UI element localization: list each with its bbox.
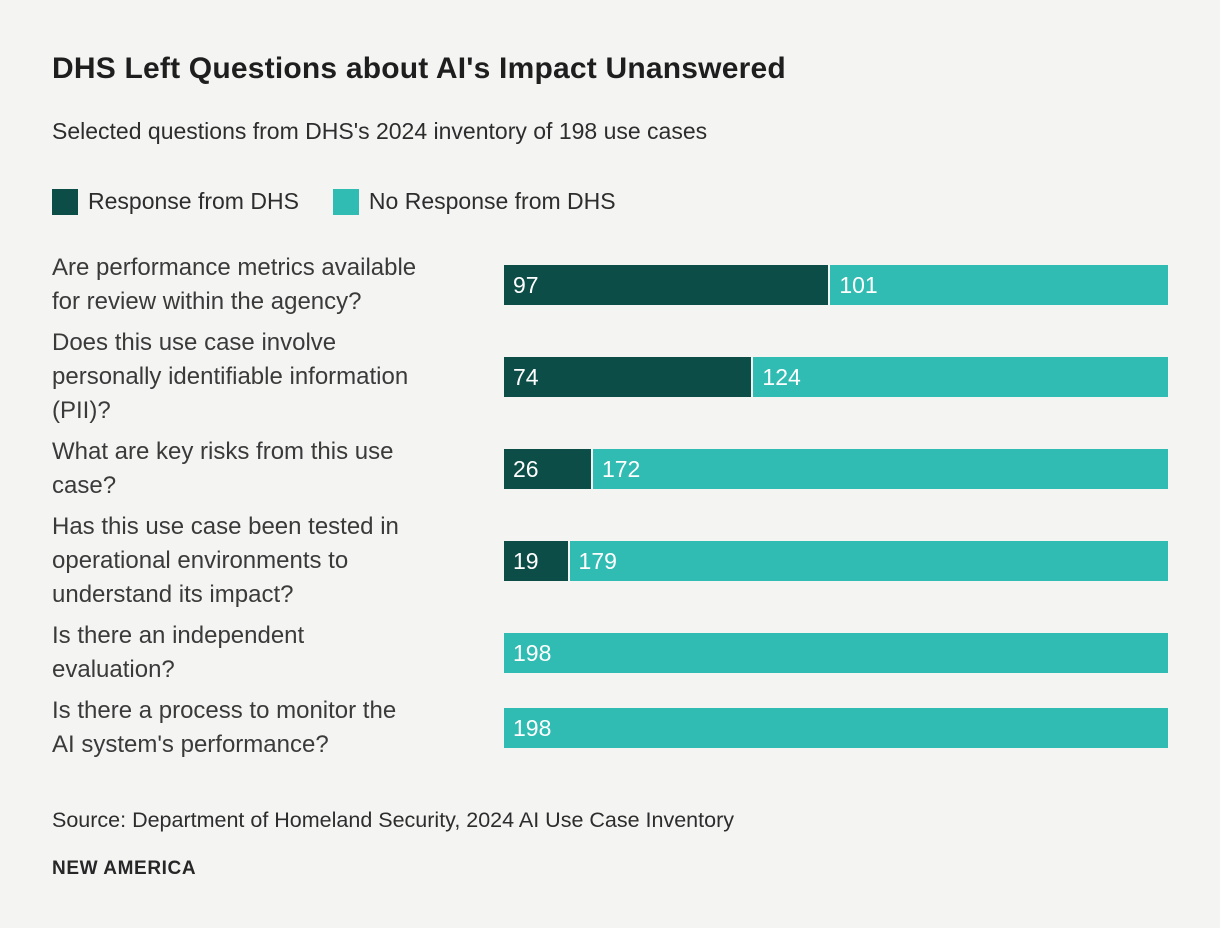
question-label: What are key risks from this use case? <box>52 438 394 499</box>
bar-track: 19 179 <box>504 541 1168 581</box>
question-label: Has this use case been tested in operati… <box>52 513 399 608</box>
bar-track: 97 101 <box>504 265 1168 305</box>
bar-value-label: 97 <box>513 271 539 298</box>
bar-segment-no-response: 179 <box>569 541 1168 581</box>
bar-value-label: 172 <box>601 455 641 482</box>
brand-logo: NEW AMERICA <box>52 858 197 879</box>
bar-track: 26 172 <box>504 449 1168 489</box>
bar-segment-response: 74 <box>504 357 752 397</box>
bar-segment-no-response: 198 <box>504 708 1168 748</box>
bar-track: 74 124 <box>504 357 1168 397</box>
chart-row: Has this use case been tested in operati… <box>52 510 1168 612</box>
chart-row: Are performance metrics available for re… <box>52 251 1168 319</box>
bar-value-label: 198 <box>513 714 552 741</box>
bar-track: 198 <box>504 633 1168 673</box>
bar-value-label: 179 <box>578 547 617 574</box>
bar-segment-response: 97 <box>504 265 829 305</box>
bar-track: 198 <box>504 708 1168 748</box>
bar-value-label: 198 <box>513 639 552 666</box>
bar-segment-no-response: 124 <box>753 357 1168 397</box>
bar-segment-response: 19 <box>504 541 568 581</box>
legend-label: No Response from DHS <box>368 188 616 214</box>
chart-row: What are key risks from this use case? 26… <box>52 435 1168 503</box>
bar-segment-response: 26 <box>504 449 591 489</box>
question-label: Does this use case involve personally id… <box>52 329 409 424</box>
source-note: Source: Department of Homeland Security,… <box>52 808 734 832</box>
bar-value-label: 26 <box>513 455 539 482</box>
bar-chart: Are performance metrics available for re… <box>52 251 1168 762</box>
question-label: Is there an independent evaluation? <box>52 622 305 683</box>
chart-row: Does this use case involve personally id… <box>52 326 1168 428</box>
chart-row: Is there an independent evaluation? 198 <box>52 619 1168 687</box>
legend-swatch-icon <box>332 188 359 215</box>
bar-segment-no-response: 198 <box>504 633 1168 673</box>
legend: Response from DHS No Response from DHS <box>52 188 1168 215</box>
bar-value-label: 101 <box>839 271 878 298</box>
question-label: Are performance metrics available for re… <box>52 254 417 315</box>
legend-item: No Response from DHS <box>332 188 616 215</box>
chart-subtitle: Selected questions from DHS's 2024 inven… <box>52 118 708 144</box>
legend-swatch-icon <box>52 188 78 215</box>
chart-title: DHS Left Questions about AI's Impact Una… <box>52 52 786 85</box>
bar-segment-no-response: 101 <box>830 265 1168 305</box>
bar-value-label: 74 <box>513 363 539 390</box>
bar-segment-no-response: 172 <box>592 449 1168 489</box>
legend-label: Response from DHS <box>88 188 299 214</box>
legend-item: Response from DHS <box>52 188 299 215</box>
bar-value-label: 124 <box>762 363 801 390</box>
chart-row: Is there a process to monitor the AI sys… <box>52 694 1168 762</box>
question-label: Is there a process to monitor the AI sys… <box>52 697 397 758</box>
bar-value-label: 19 <box>513 547 539 574</box>
